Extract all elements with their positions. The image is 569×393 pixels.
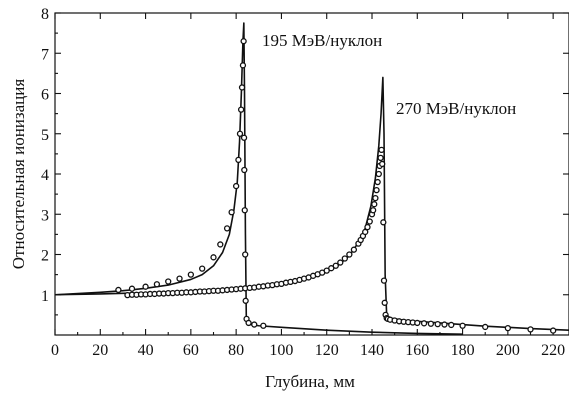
series-0-point (238, 84, 246, 91)
series-0-point (237, 106, 245, 113)
series-1-point (378, 146, 385, 154)
series-0-point (260, 322, 267, 329)
series-1-point (380, 277, 388, 284)
y-tick-label: 4 (41, 167, 49, 184)
series-1-point (434, 320, 441, 328)
x-tick-label: 20 (92, 342, 108, 359)
series-1-point (381, 299, 388, 306)
series-0-point (228, 209, 235, 216)
series-0-point (176, 275, 183, 282)
series-0-point (232, 182, 240, 190)
series-1-point (364, 223, 371, 231)
series-1-point (375, 170, 382, 178)
x-tick-label: 60 (183, 342, 199, 359)
series-1-point (550, 327, 557, 334)
x-axis-label: Глубина, мм (265, 372, 355, 391)
y-tick-label: 2 (41, 248, 49, 265)
y-tick-label: 6 (41, 87, 49, 104)
series-1-point (346, 251, 353, 258)
markers (115, 38, 557, 334)
series-1-point (328, 265, 335, 272)
series-1-point (332, 262, 339, 269)
series-0-point (242, 297, 249, 304)
series-0-point (245, 319, 252, 327)
y-axis: 1 2 3 4 5 6 7 8 (41, 6, 569, 316)
series-1-point (427, 320, 435, 327)
series-0-curve (54, 22, 463, 335)
series-0-point (240, 134, 248, 141)
series-0-point (241, 207, 248, 214)
series-label-270: 270 МэВ/нуклон (396, 99, 516, 118)
series-1-point (374, 178, 381, 186)
series-1-point (459, 322, 466, 329)
series-1-point (371, 201, 378, 208)
y-tick-label: 3 (41, 207, 49, 224)
series-1-point (341, 255, 348, 262)
y-axis-label: Относительная ионизация (9, 79, 28, 270)
series-1-point (414, 319, 421, 327)
x-tick-label: 140 (360, 342, 384, 359)
x-tick-label: 100 (269, 342, 293, 359)
x-axis: 0 20 40 60 80 100 120 140 160 180 200 220 (51, 13, 565, 359)
series-label-195: 195 МэВ/нуклон (262, 31, 382, 50)
x-tick-label: 220 (541, 342, 565, 359)
x-tick-label: 180 (451, 342, 475, 359)
series-0-point (240, 38, 247, 45)
series-1-point (380, 219, 387, 226)
y-tick-label: 1 (41, 288, 49, 305)
series-1-point (448, 321, 455, 329)
series-0-point (153, 281, 161, 288)
series-0-point (217, 241, 224, 248)
series-0-point (142, 283, 149, 290)
y-tick-label: 8 (41, 6, 49, 23)
series-0-point (241, 166, 248, 174)
series-0-point (128, 285, 136, 292)
y-tick-label: 7 (41, 46, 49, 63)
series-1-point (350, 246, 358, 253)
series-1-point (323, 267, 330, 274)
series-0-point (210, 254, 217, 261)
series-0-point (115, 286, 122, 294)
x-tick-label: 120 (315, 342, 339, 359)
series-1-point (369, 207, 377, 214)
x-tick-label: 0 (51, 342, 59, 359)
series-1-point (527, 326, 534, 333)
x-tick-label: 160 (405, 342, 429, 359)
series-1-point (362, 228, 369, 236)
y-tick-label: 5 (41, 127, 49, 144)
series-0-point (251, 321, 258, 328)
series-0-point (236, 130, 244, 137)
series-1-point (379, 160, 386, 168)
series-0-point (235, 156, 242, 164)
series-1-point (420, 320, 428, 327)
series-1-point (482, 323, 489, 331)
series-0-point (165, 278, 172, 285)
series-1-point (441, 321, 448, 328)
series-1-point (337, 259, 344, 266)
series-0-point (239, 62, 247, 69)
x-tick-label: 40 (138, 342, 154, 359)
series-0-point (223, 225, 231, 232)
series-1-point (366, 218, 373, 225)
series-0-point (242, 251, 249, 258)
series-0-point (199, 265, 206, 272)
series-1-point (377, 154, 384, 162)
x-tick-label: 200 (496, 342, 520, 359)
series-1-point (504, 325, 512, 332)
series-1-point (373, 186, 380, 194)
series-1-point (372, 194, 379, 202)
series-0-point (187, 271, 195, 278)
x-tick-label: 80 (228, 342, 244, 359)
